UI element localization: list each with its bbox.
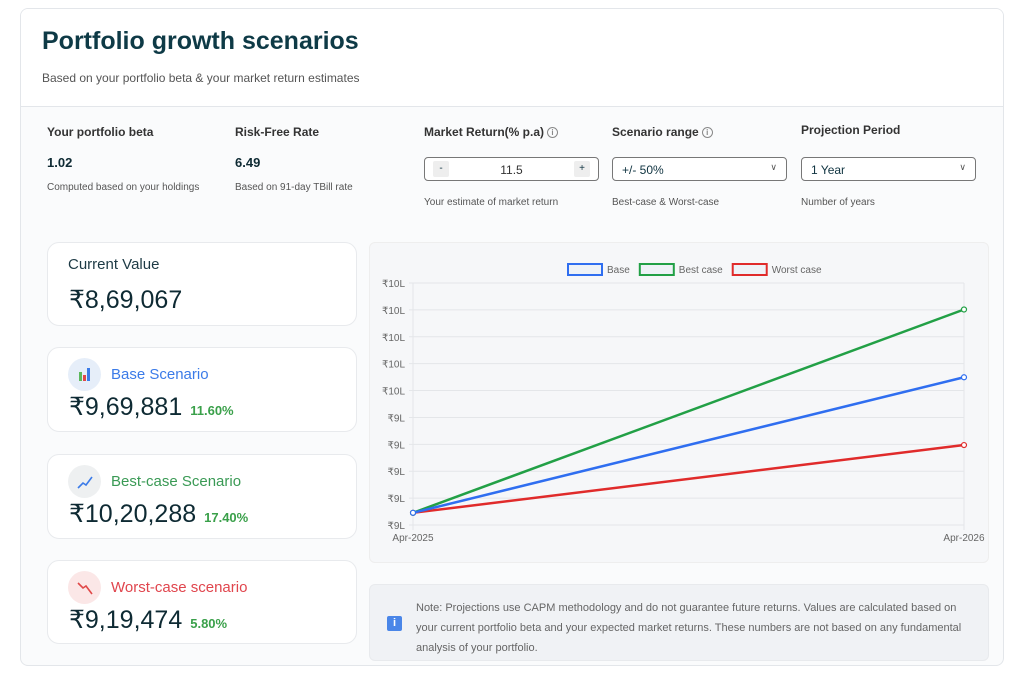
y-tick-label: ₹9L <box>388 521 406 532</box>
risk-free-value: 6.49 <box>235 155 261 170</box>
note-text: Note: Projections use CAPM methodology a… <box>416 602 962 654</box>
best-scenario-title: Best-case Scenario <box>111 473 242 490</box>
projection-value: 1 Year <box>811 163 846 177</box>
base-scenario-title: Base Scenario <box>111 366 209 383</box>
bar-chart-icon <box>68 358 101 391</box>
market-return-input[interactable]: 11.5 <box>500 163 523 177</box>
scenario-range-select[interactable]: +/- 50% ∨ <box>612 157 787 181</box>
legend-swatch <box>731 263 768 276</box>
market-return-label: Market Return(% p.a) <box>424 125 545 139</box>
best-scenario-value: ₹10,20,288 <box>69 500 197 528</box>
current-value-label: Current Value <box>68 256 160 273</box>
data-point <box>409 509 417 516</box>
risk-free-param: Risk-Free Rate 6.49 Based on 91-day TBil… <box>235 125 353 193</box>
beta-param: Your portfolio beta 1.02 Computed based … <box>47 125 199 193</box>
legend-label: Base <box>607 265 630 276</box>
y-tick-label: ₹10L <box>382 333 405 344</box>
risk-free-hint: Based on 91-day TBill rate <box>235 182 353 193</box>
worst-scenario-value: ₹9,19,474 <box>69 606 183 634</box>
chart-up-icon <box>68 465 101 498</box>
x-tick-label: Apr-2026 <box>943 533 985 544</box>
beta-value: 1.02 <box>47 155 73 170</box>
market-return-hint: Your estimate of market return <box>424 197 559 208</box>
data-point <box>960 441 968 449</box>
y-tick-label: ₹9L <box>388 494 406 505</box>
increment-button[interactable]: + <box>574 161 590 177</box>
y-tick-label: ₹9L <box>388 413 406 424</box>
legend-swatch <box>567 263 603 276</box>
y-tick-label: ₹10L <box>382 306 405 317</box>
series-line-best-case <box>412 308 965 514</box>
card-header: Portfolio growth scenarios Based on your… <box>21 9 1003 107</box>
market-return-param: Market Return(% p.a) i Your estimate of m… <box>424 125 558 208</box>
current-value: ₹8,69,067 <box>69 286 183 314</box>
legend-label: Best case <box>679 265 723 276</box>
scenario-range-value: +/- 50% <box>622 163 664 177</box>
line-chart: ₹9L ₹9L ₹9L ₹9L ₹9L ₹10L ₹10L ₹10L ₹10L ₹10L Apr-2… <box>382 263 985 544</box>
y-tick-label: ₹10L <box>382 279 405 290</box>
projection-param: Projection Period Number of years <box>801 123 900 208</box>
legend-label: Worst case <box>772 265 822 276</box>
info-icon[interactable]: i <box>547 127 559 139</box>
projection-label: Projection Period <box>801 123 901 137</box>
page-subtitle: Based on your portfolio beta & your mark… <box>42 71 360 85</box>
info-icon: i <box>387 616 402 631</box>
beta-label: Your portfolio beta <box>47 125 154 139</box>
page-title: Portfolio growth scenarios <box>42 27 359 55</box>
market-return-stepper[interactable]: - 11.5 + <box>424 157 599 181</box>
worst-scenario-pct: 5.80% <box>190 616 228 631</box>
chevron-down-icon: ∨ <box>959 162 966 172</box>
best-scenario-pct: 17.40% <box>204 510 249 525</box>
scenario-range-param: Scenario range i Best-case & Worst-case <box>612 125 719 208</box>
scenario-range-hint: Best-case & Worst-case <box>612 197 720 208</box>
base-scenario-pct: 11.60% <box>190 403 234 418</box>
scenario-range-label: Scenario range <box>612 125 699 139</box>
projection-chart: ₹9L ₹9L ₹9L ₹9L ₹9L ₹10L ₹10L ₹10L ₹10L ₹10L Apr-2… <box>369 242 989 563</box>
info-icon[interactable]: i <box>701 127 713 139</box>
risk-free-label: Risk-Free Rate <box>235 125 320 139</box>
worst-scenario-card: Worst-case scenario ₹9,19,474 5.80% <box>47 560 357 644</box>
y-tick-label: ₹9L <box>388 467 406 478</box>
best-scenario-card: Best-case Scenario ₹10,20,288 17.40% <box>47 454 357 539</box>
projection-hint: Number of years <box>801 197 875 208</box>
y-tick-label: ₹9L <box>388 440 406 451</box>
decrement-button[interactable]: - <box>433 161 449 177</box>
series-line-base <box>412 376 965 515</box>
worst-scenario-title: Worst-case scenario <box>111 579 248 596</box>
x-tick-label: Apr-2025 <box>392 533 434 544</box>
chevron-down-icon: ∨ <box>770 162 777 172</box>
legend-swatch <box>638 263 675 276</box>
y-tick-label: ₹10L <box>382 360 405 371</box>
disclaimer-note: i Note: Projections use CAPM methodology… <box>369 584 989 661</box>
chart-down-icon <box>68 571 101 604</box>
base-scenario-value: ₹9,69,881 <box>69 393 183 421</box>
data-point <box>960 306 968 313</box>
base-scenario-card: Base Scenario ₹9,69,881 11.60% <box>47 347 357 432</box>
data-point <box>960 374 968 381</box>
y-tick-label: ₹10L <box>382 387 405 398</box>
beta-hint: Computed based on your holdings <box>47 182 200 193</box>
current-value-card: Current Value ₹8,69,067 <box>47 242 357 326</box>
projection-period-select[interactable]: 1 Year ∨ <box>801 157 976 181</box>
series-line-worst-case <box>412 443 965 515</box>
